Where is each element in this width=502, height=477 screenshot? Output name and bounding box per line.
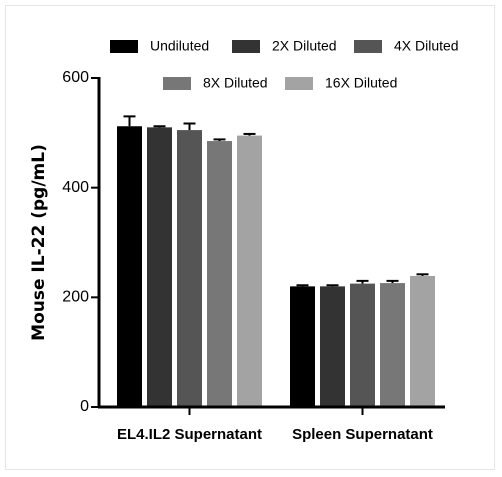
legend-label-4: 8X Diluted — [203, 75, 268, 91]
x-category-label-2: Spleen Supernatant — [292, 426, 433, 443]
y-ticks: 0 200 400 600 — [62, 69, 99, 415]
legend-label-1: Undiluted — [150, 38, 209, 54]
bar-2-4 — [380, 283, 405, 407]
y-tick-label-200: 200 — [62, 289, 89, 306]
legend-swatch-4 — [163, 77, 191, 90]
legend-label-2: 2X Diluted — [272, 38, 337, 54]
y-tick-label-600: 600 — [62, 69, 89, 86]
error-bars — [123, 115, 429, 287]
bars — [117, 126, 435, 408]
bar-1-2 — [147, 127, 172, 407]
bar-2-5 — [410, 275, 435, 407]
legend-label-3: 4X Diluted — [394, 38, 459, 54]
legend-swatch-1 — [110, 40, 138, 53]
legend-swatch-5 — [285, 77, 313, 90]
bar-1-5 — [237, 135, 262, 407]
bar-1-1 — [117, 126, 142, 408]
y-axis-label: Mouse IL-22 (pg/mL) — [29, 144, 49, 341]
legend: Undiluted 2X Diluted 4X Diluted 8X Diluted 1… — [110, 38, 459, 91]
legend-swatch-2 — [232, 40, 260, 53]
bar-2-2 — [320, 286, 345, 407]
y-tick-label-0: 0 — [80, 398, 89, 415]
legend-label-5: 16X Diluted — [325, 75, 397, 91]
bar-2-1 — [290, 286, 315, 407]
bar-2-3 — [350, 283, 375, 407]
y-tick-label-400: 400 — [62, 179, 89, 196]
x-category-label-1: EL4.IL2 Supernatant — [117, 426, 262, 443]
axes — [97, 77, 445, 409]
x-categories: EL4.IL2 Supernatant Spleen Supernatant — [117, 407, 433, 443]
legend-swatch-3 — [354, 40, 382, 53]
bar-1-4 — [207, 141, 232, 407]
bar-1-3 — [177, 130, 202, 407]
